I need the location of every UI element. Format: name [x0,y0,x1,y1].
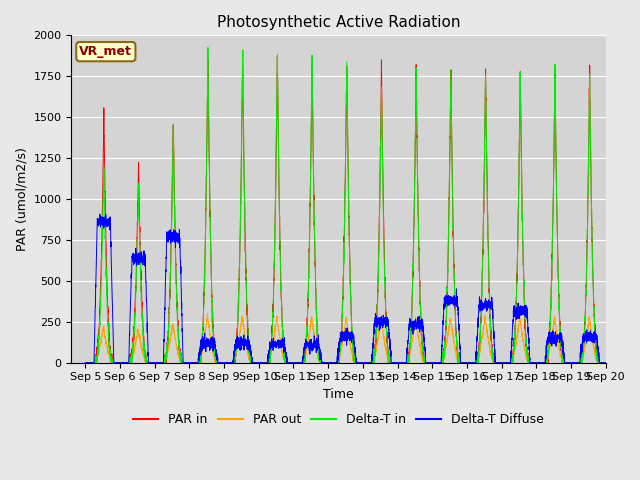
Legend: PAR in, PAR out, Delta-T in, Delta-T Diffuse: PAR in, PAR out, Delta-T in, Delta-T Dif… [128,408,549,431]
VR_met [239,48,246,53]
VR_met [326,360,333,365]
X-axis label: Time: Time [323,388,354,401]
Text: VR_met: VR_met [79,45,132,58]
VR_met [433,360,441,365]
VR_met [602,360,609,365]
VR_met [81,360,89,365]
Title: Photosynthetic Active Radiation: Photosynthetic Active Radiation [217,15,460,30]
VR_met [492,360,499,365]
VR_met [175,341,182,347]
Line: VR_met: VR_met [85,50,605,362]
VR_met [601,360,609,365]
VR_met [462,360,470,365]
Y-axis label: PAR (umol/m2/s): PAR (umol/m2/s) [15,147,28,251]
